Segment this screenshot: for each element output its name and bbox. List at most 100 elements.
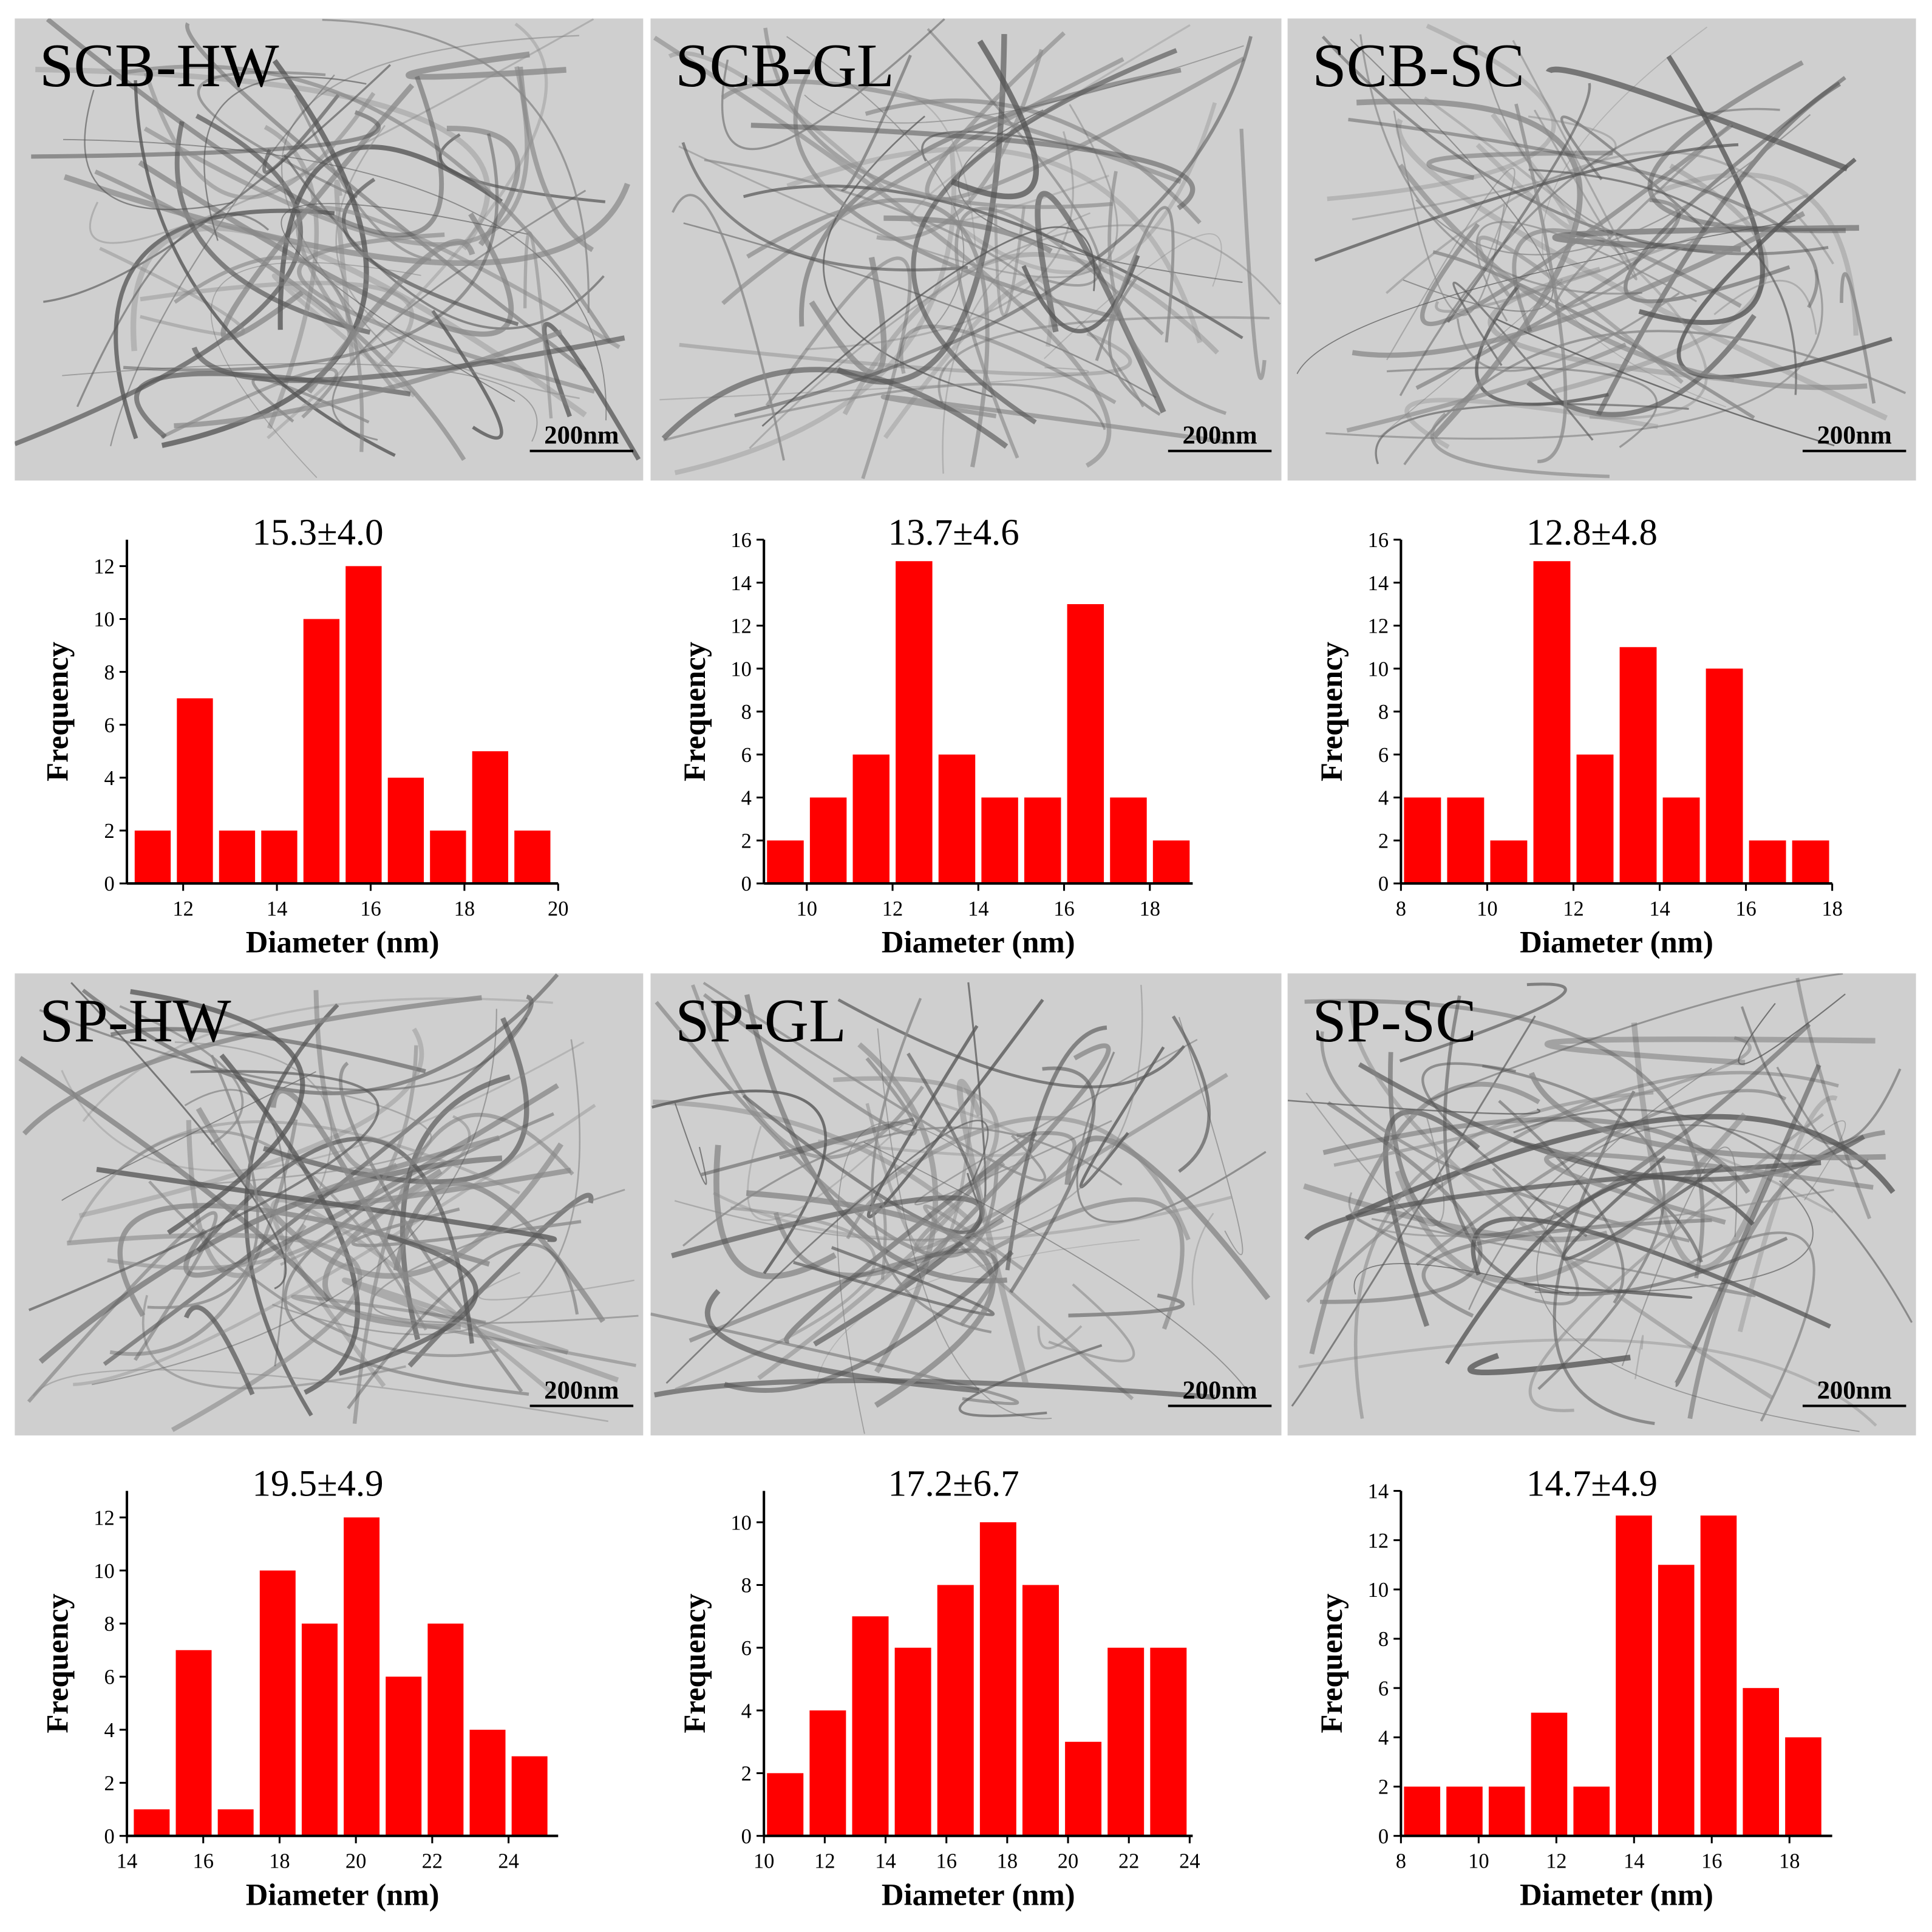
- fiber: [950, 39, 1039, 200]
- fiber: [651, 1089, 828, 1274]
- fiber: [746, 198, 990, 468]
- fiber: [744, 994, 1008, 1284]
- fiber: [1353, 1090, 1654, 1419]
- fiber: [196, 1107, 564, 1279]
- bar: [175, 1650, 212, 1836]
- y-tick-label: 14: [730, 572, 751, 595]
- fiber: [335, 124, 580, 400]
- fiber: [35, 66, 491, 251]
- bar: [1700, 1515, 1737, 1836]
- y-tick-label: 6: [104, 714, 114, 737]
- y-tick-label: 4: [104, 767, 114, 790]
- bar: [1749, 840, 1786, 884]
- fiber: [713, 1191, 1232, 1242]
- fiber: [880, 394, 1229, 445]
- fiber: [704, 1288, 979, 1393]
- bar: [177, 698, 213, 884]
- y-axis-label: Frequency: [678, 1594, 712, 1733]
- bar: [511, 1756, 548, 1836]
- x-tick-label: 8: [1396, 1849, 1406, 1872]
- y-tick-label: 10: [94, 1560, 114, 1583]
- y-tick-label: 2: [741, 829, 752, 852]
- fiber: [721, 18, 945, 151]
- fiber: [761, 226, 1096, 427]
- x-tick-label: 12: [172, 897, 193, 920]
- y-tick-label: 10: [730, 658, 751, 681]
- bar: [896, 561, 933, 884]
- bar: [1150, 1647, 1187, 1836]
- fiber: [1048, 1283, 1135, 1362]
- fiber: [1386, 151, 1834, 294]
- fiber: [1475, 112, 1575, 230]
- tem-image: SCB-HW 200nm: [15, 18, 644, 481]
- fiber: [89, 18, 594, 244]
- bar: [1619, 647, 1657, 884]
- fiber: [883, 276, 1054, 439]
- fiber: [542, 322, 641, 461]
- bar: [219, 830, 256, 884]
- x-tick-label: 10: [797, 897, 817, 920]
- x-tick-label: 18: [1779, 1849, 1800, 1872]
- fiber: [114, 208, 335, 440]
- bar: [134, 830, 171, 884]
- fibers: [18, 973, 639, 1432]
- x-axis-label: Diameter (nm): [246, 925, 440, 959]
- x-tick-label: 16: [936, 1849, 956, 1872]
- fiber: [185, 22, 587, 372]
- fiber: [1737, 1095, 1838, 1333]
- fibers: [1287, 973, 1913, 1432]
- y-tick-label: 10: [730, 1511, 751, 1534]
- fiber: [911, 48, 1178, 425]
- fiber: [1528, 168, 1797, 395]
- y-tick-label: 10: [1368, 658, 1389, 681]
- fiber: [92, 1009, 497, 1386]
- fiber: [347, 1242, 579, 1410]
- fiber: [110, 1027, 426, 1073]
- fiber: [203, 76, 367, 241]
- fiber: [1512, 39, 1638, 281]
- scale-bar-label: 200nm: [544, 421, 619, 450]
- fiber: [837, 1121, 968, 1434]
- fiber: [742, 1052, 983, 1234]
- fiber: [1314, 143, 1739, 262]
- fiber: [877, 1028, 1052, 1420]
- fiber: [140, 281, 414, 369]
- bar: [1785, 1737, 1821, 1836]
- bar: [1404, 1786, 1441, 1836]
- y-tick-label: 12: [94, 556, 114, 579]
- fiber: [1037, 1325, 1083, 1350]
- fiber: [653, 35, 1112, 468]
- bar: [981, 797, 1018, 884]
- fiber: [31, 110, 381, 159]
- fiber: [921, 131, 1094, 162]
- y-tick-label: 4: [741, 787, 752, 810]
- fiber: [1333, 1036, 1752, 1167]
- fiber: [1475, 284, 1609, 406]
- fiber: [675, 1206, 877, 1391]
- x-tick-label: 24: [498, 1849, 519, 1872]
- fiber: [43, 64, 391, 303]
- bar: [1658, 1565, 1695, 1836]
- fiber: [61, 1071, 316, 1201]
- fiber: [1348, 1189, 1834, 1237]
- scale-bar-label: 200nm: [1182, 1376, 1257, 1404]
- x-tick-label: 20: [548, 897, 568, 920]
- bar: [345, 566, 382, 884]
- fiber: [84, 89, 234, 211]
- fiber: [1353, 1263, 1570, 1295]
- fiber: [1404, 398, 1659, 449]
- fiber: [681, 141, 968, 272]
- fiber: [1291, 1015, 1536, 1407]
- x-tick-label: 10: [1468, 1849, 1489, 1872]
- y-axis-label: Frequency: [1315, 642, 1349, 781]
- fiber: [942, 212, 1091, 474]
- fiber: [1095, 206, 1175, 361]
- fiber: [1655, 172, 1859, 336]
- fiber: [1467, 1353, 1631, 1376]
- fiber: [1514, 103, 1568, 463]
- x-tick-label: 24: [1179, 1849, 1200, 1872]
- fiber: [763, 27, 1113, 209]
- fiber: [183, 1083, 559, 1278]
- fiber: [281, 203, 528, 402]
- x-tick-label: 10: [753, 1849, 774, 1872]
